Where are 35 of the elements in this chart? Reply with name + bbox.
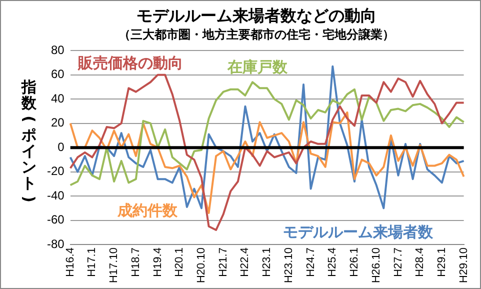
x-tick-label: H27.7 — [392, 248, 404, 277]
x-tick-label: H22.4 — [239, 248, 252, 277]
x-tick-label: H18.7 — [130, 248, 142, 277]
y-axis-title: 指数(ポイント) — [20, 78, 38, 204]
y-tick-label: -80 — [47, 236, 65, 251]
x-tick-label: H17.1 — [86, 248, 98, 277]
y-tick-label: 20 — [50, 116, 65, 130]
x-tick-label: H19.4 — [152, 248, 164, 277]
x-tick-label: H29.10 — [458, 248, 470, 284]
y-tick-label: 40 — [50, 91, 65, 106]
x-tick-label: H20.10 — [196, 248, 208, 284]
x-tick-label: H26.1 — [348, 248, 361, 277]
x-tick-label: H24.7 — [304, 248, 317, 277]
x-tick-label: H26.10 — [370, 248, 382, 284]
y-tick-label: 60 — [50, 67, 65, 82]
x-tick-label: H23.1 — [261, 248, 274, 277]
series-label: 成約件数 — [116, 201, 179, 220]
series-label: 在庫戸数 — [226, 58, 289, 76]
x-tick-label: H20.1 — [174, 248, 186, 277]
text: モデルルーム来場者数 — [282, 222, 434, 241]
x-tick-label: H16.4 — [64, 248, 76, 277]
y-tick-label: 80 — [50, 42, 65, 57]
series-label: 販売価格の動向 — [77, 54, 184, 72]
x-tick-label: H29.1 — [436, 248, 448, 277]
chart-title: モデルルーム来場者数などの動向 — [136, 6, 376, 25]
x-tick-label: H28.4 — [414, 248, 426, 277]
y-tick-label: -60 — [47, 212, 65, 227]
y-tick-label: -20 — [47, 164, 65, 178]
x-tick-label: H25.4 — [326, 248, 339, 277]
chart-subtitle: （三大都市圏・地方主要都市の住宅・宅地分譲業） — [118, 28, 394, 42]
y-tick-label: -40 — [47, 188, 65, 202]
x-tick-label: H17.10 — [108, 248, 120, 284]
x-tick-label: H23.10 — [282, 248, 295, 284]
y-tick-label: 0 — [58, 140, 65, 154]
x-tick-label: H21.7 — [217, 248, 230, 277]
